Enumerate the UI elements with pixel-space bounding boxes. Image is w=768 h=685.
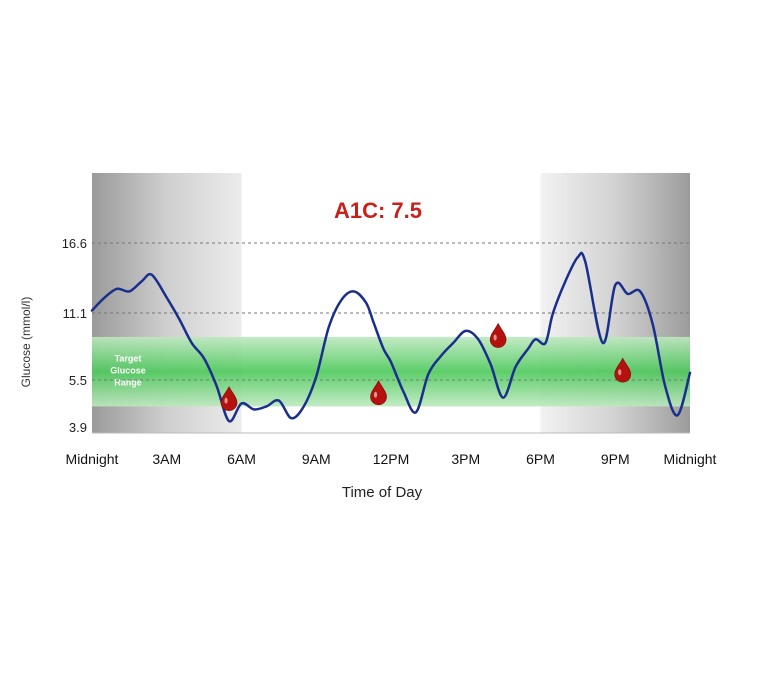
blood-drop-icon	[370, 380, 387, 405]
y-tick-label: 16.6	[62, 236, 87, 251]
blood-drop-icon	[220, 385, 238, 411]
x-tick-label: 6PM	[526, 451, 555, 467]
y-tick-label: 11.1	[63, 306, 87, 321]
y-tick-label: 5.5	[69, 373, 87, 388]
target-band-label-line1: Target	[115, 354, 142, 364]
x-tick-label: Midnight	[664, 451, 717, 467]
blood-drop-icon	[614, 357, 632, 383]
y-axis-label: Glucose (mmol/l)	[19, 297, 33, 388]
blood-drop-highlight	[373, 391, 378, 398]
glucose-curve	[90, 251, 692, 423]
target-glucose-band	[92, 336, 690, 407]
x-tick-label: 3PM	[451, 451, 480, 467]
blood-drop-highlight	[493, 334, 497, 341]
x-tick-labels: Midnight 3AM 6AM 9AM 12PM 3PM 6PM 9PM Midnight	[66, 451, 717, 467]
fingerstick-markers	[220, 322, 632, 411]
x-tick-label: Midnight	[66, 451, 119, 467]
target-band-label-line2: Glucose	[110, 366, 146, 376]
target-band-label-line3: Range	[114, 378, 142, 388]
blood-drop-highlight	[618, 369, 622, 376]
x-tick-label: 6AM	[227, 451, 256, 467]
x-tick-label: 12PM	[373, 451, 410, 467]
y-tick-label: 3.9	[69, 420, 87, 435]
blood-drop-icon	[489, 322, 507, 348]
y-tick-labels: 3.9 5.5 11.1 16.6	[62, 236, 87, 435]
chart-title: A1C: 7.5	[334, 198, 422, 223]
x-tick-label: 9PM	[601, 451, 630, 467]
x-axis-label: Time of Day	[342, 484, 423, 501]
x-tick-label: 3AM	[152, 451, 181, 467]
gridlines	[92, 242, 690, 381]
blood-drop-highlight	[224, 397, 228, 404]
x-tick-label: 9AM	[302, 451, 331, 467]
